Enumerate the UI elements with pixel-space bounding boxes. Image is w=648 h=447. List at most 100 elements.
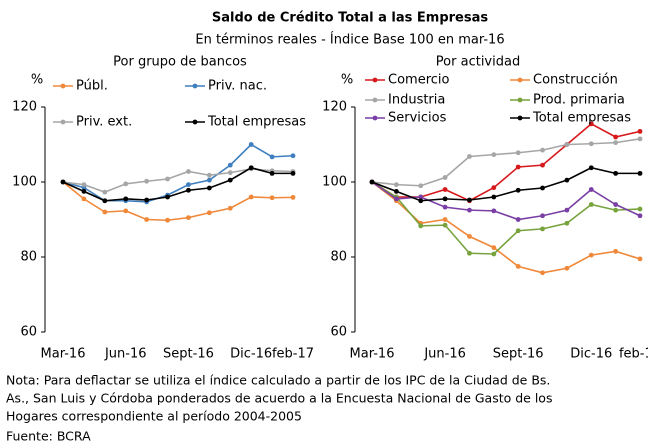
series-line [371,181,641,274]
data-point [369,179,375,185]
data-point [418,223,424,229]
series-line [62,168,294,193]
data-point [491,208,497,214]
data-point [418,183,424,189]
data-point [144,217,150,222]
data-point [123,196,129,202]
legend-marker [60,83,66,89]
data-point [227,205,233,211]
x-tick-label: feb-17 [619,347,648,362]
x-tick-label: Sept-16 [163,347,214,362]
y-axis-label: % [31,73,43,88]
data-point [613,140,619,146]
data-point [165,194,170,200]
data-point [467,233,472,239]
data-point [613,202,619,207]
data-point [102,189,108,195]
x-tick-label: Jun-16 [423,347,466,362]
data-point [60,179,66,185]
data-point [165,217,170,223]
data-point [206,172,212,178]
data-point [588,202,594,207]
data-point [227,177,233,183]
note: Nota: Para deflactar se utiliza el índic… [6,373,550,388]
data-point [613,207,619,213]
source: Fuente: BCRA [6,429,91,444]
data-point [588,141,594,147]
legend-marker [372,77,378,83]
x-tick-label: Mar-16 [41,347,86,362]
data-point [467,154,472,159]
legend-label: Construcción [533,73,618,88]
data-point [102,198,108,204]
legend-label: Públ. [76,79,108,94]
data-point [248,165,254,171]
series-line [62,166,293,202]
data-point [467,250,472,256]
x-tick-label: Dic-16 [570,347,612,362]
data-point [491,245,497,251]
data-point [290,194,296,200]
data-point [491,152,497,158]
y-axis-label: % [341,73,353,88]
data-point [81,196,87,202]
data-point [144,178,150,184]
data-point [248,142,254,147]
data-point [637,256,643,262]
data-point [467,207,472,213]
data-point [442,217,448,222]
data-point [613,134,619,140]
legend-marker [517,77,523,83]
data-point [637,213,643,219]
series-line [371,166,640,202]
data-point [186,182,191,188]
data-point [588,187,594,192]
data-point [613,248,619,254]
legend-label: Priv. nac. [208,79,267,94]
data-point [637,136,643,142]
data-point [564,177,570,183]
data-point [515,228,521,234]
y-tick-label: 80 [330,250,347,265]
legend-marker [60,119,66,125]
data-point [186,215,191,221]
data-point [588,165,594,171]
data-point [540,226,545,232]
chart-subtitle: En términos reales - Índice Base 100 en … [195,32,504,48]
series-line [62,181,294,222]
data-point [186,187,191,193]
legend-marker [372,97,378,103]
data-point [515,164,521,170]
data-point [588,252,594,258]
data-point [515,263,521,269]
x-tick-label: Jun-16 [104,347,147,362]
data-point [269,170,275,176]
y-tick-label: 80 [20,250,37,265]
panel-title: Por actividad [436,55,520,70]
series-line [371,181,641,255]
legend-marker [517,97,523,103]
data-point [144,197,150,203]
data-point [515,150,521,156]
chart-title: Saldo de Crédito Total a las Empresas [212,11,489,26]
data-point [491,194,497,200]
y-tick-label: 100 [12,175,37,190]
legend-marker [192,83,198,89]
data-point [564,265,570,271]
series-line [371,181,641,221]
y-tick-label: 60 [330,325,347,340]
data-point [442,196,448,202]
data-point [290,170,296,176]
data-point [540,147,545,153]
data-point [393,188,399,194]
data-point [165,176,170,182]
y-tick-label: 100 [322,175,347,190]
data-point [442,187,448,192]
data-point [269,195,275,201]
data-point [637,206,643,212]
y-tick-label: 60 [20,325,37,340]
data-point [564,220,570,226]
data-point [491,185,497,191]
data-point [393,196,399,202]
